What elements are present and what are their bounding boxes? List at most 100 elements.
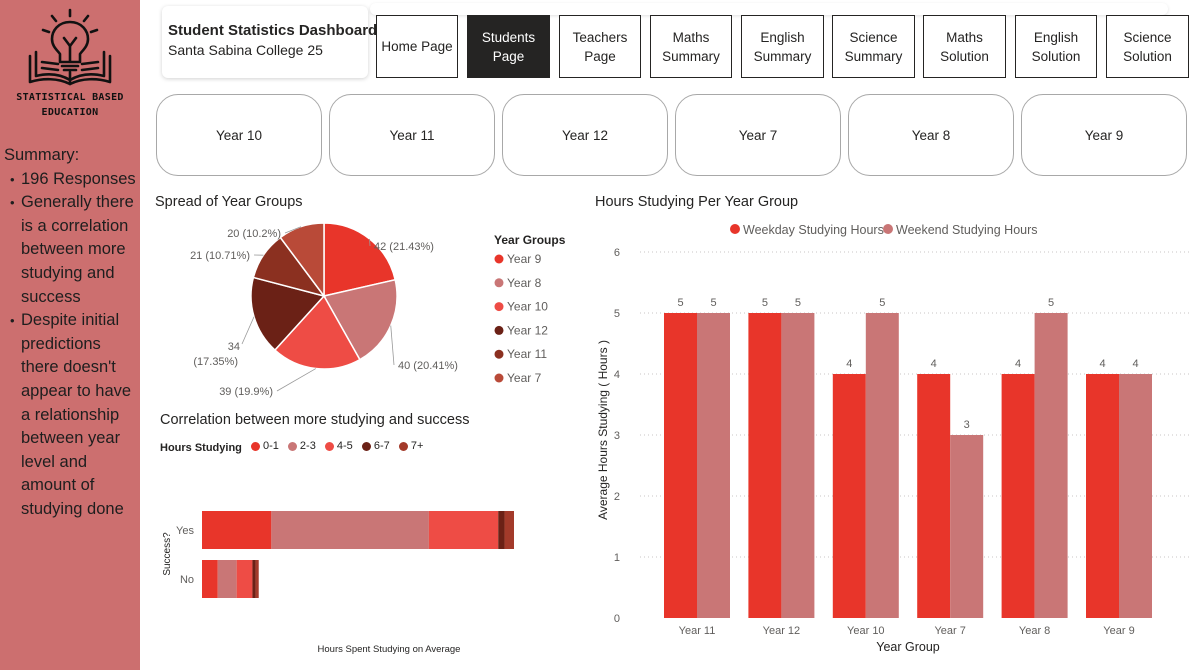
legend-label: 7+ bbox=[410, 440, 424, 452]
nav-maths-summary-button[interactable]: Maths Summary bbox=[650, 15, 732, 78]
legend-label: 0-1 bbox=[262, 440, 279, 452]
column-y-tick: 2 bbox=[614, 491, 620, 503]
stack-segment-yes-6-7[interactable] bbox=[498, 511, 505, 549]
legend-label: 4-5 bbox=[336, 440, 353, 452]
column-x-axis-title: Year Group bbox=[876, 640, 940, 654]
nav-students-page-button[interactable]: Students Page bbox=[467, 15, 550, 78]
pie-chart-title: Spread of Year Groups bbox=[155, 194, 303, 210]
legend-dot bbox=[361, 441, 371, 451]
stack-segment-no-2-3[interactable] bbox=[217, 560, 237, 598]
legend-item-6-7: 6-7 bbox=[361, 440, 390, 452]
column-data-label: 4 bbox=[1132, 358, 1138, 370]
sidebar: STATISTICAL BASED EDUCATION Summary: 196… bbox=[0, 0, 140, 670]
pie-legend-title: Year Groups bbox=[494, 233, 566, 247]
stack-segment-yes-7plus[interactable] bbox=[504, 511, 514, 549]
column-y-tick: 6 bbox=[614, 247, 620, 259]
year-slicer-year-10[interactable]: Year 10 bbox=[156, 94, 322, 176]
column-data-label: 5 bbox=[710, 297, 716, 309]
pie-legend-label: Year 11 bbox=[507, 347, 547, 361]
summary-list: 196 Responses Generally there is a corre… bbox=[4, 168, 138, 522]
legend-item-4-5: 4-5 bbox=[324, 440, 353, 452]
column-bar-year-10-weekday[interactable] bbox=[832, 374, 866, 618]
pie-legend-label: Year 9 bbox=[507, 252, 542, 266]
year-slicer-year-12[interactable]: Year 12 bbox=[502, 94, 668, 176]
stack-segment-no-7plus[interactable] bbox=[255, 560, 259, 598]
pie-data-label: 20 (10.2%) bbox=[227, 228, 281, 240]
pie-slice-year-9[interactable] bbox=[323, 222, 397, 297]
pie-legend-dot bbox=[494, 254, 504, 264]
nav-teachers-page-button[interactable]: Teachers Page bbox=[559, 15, 641, 78]
pie-data-label: (17.35%) bbox=[193, 356, 238, 368]
nav-english-summary-button[interactable]: English Summary bbox=[741, 15, 824, 78]
column-x-tick: Year 12 bbox=[763, 625, 801, 637]
column-data-label: 5 bbox=[762, 297, 768, 309]
column-data-label: 4 bbox=[846, 358, 852, 370]
column-bar-year-8-weekend[interactable] bbox=[1034, 313, 1068, 618]
legend-dot bbox=[287, 441, 297, 451]
column-legend-label: Weekend Studying Hours bbox=[896, 223, 1038, 237]
nav-science-summary-button[interactable]: Science Summary bbox=[832, 15, 915, 78]
lightbulb-book-logo-icon bbox=[28, 8, 112, 86]
pie-slice-year-12[interactable] bbox=[250, 276, 326, 352]
year-slicer-year-7[interactable]: Year 7 bbox=[675, 94, 841, 176]
stack-y-axis-title: Success? bbox=[162, 532, 173, 576]
title-card: Student Statistics Dashboard Santa Sabin… bbox=[162, 6, 377, 78]
pie-leader-line bbox=[390, 325, 395, 366]
column-y-tick: 0 bbox=[614, 613, 620, 625]
column-y-tick: 3 bbox=[614, 430, 620, 442]
legend-dot bbox=[398, 441, 408, 451]
column-bar-year-11-weekend[interactable] bbox=[697, 313, 730, 618]
nav-maths-solution-button[interactable]: Maths Solution bbox=[923, 15, 1006, 78]
year-slicer-year-8[interactable]: Year 8 bbox=[848, 94, 1014, 176]
column-bar-year-7-weekend[interactable] bbox=[950, 435, 984, 618]
pie-chart: 42 (21.43%) 40 (20.41%) 39 (19.9%) 34 (17.35… bbox=[190, 222, 566, 398]
column-bar-year-12-weekend[interactable] bbox=[781, 313, 815, 618]
stack-segment-yes-2-3[interactable] bbox=[271, 511, 429, 549]
stack-segment-no-6-7[interactable] bbox=[252, 560, 256, 598]
pie-legend-dot bbox=[494, 349, 504, 359]
stack-segment-yes-0-1[interactable] bbox=[202, 511, 272, 549]
column-bar-year-7-weekday[interactable] bbox=[917, 374, 951, 618]
column-data-label: 5 bbox=[879, 297, 885, 309]
column-bar-year-12-weekday[interactable] bbox=[748, 313, 782, 618]
pie-slice-year-8[interactable] bbox=[322, 278, 398, 361]
column-bar-year-9-weekday[interactable] bbox=[1086, 374, 1119, 618]
pie-leader-line bbox=[276, 368, 317, 392]
column-x-tick: Year 8 bbox=[1019, 625, 1050, 637]
nav-english-solution-button[interactable]: English Solution bbox=[1015, 15, 1097, 78]
pie-legend-label: Year 7 bbox=[507, 371, 542, 385]
year-slicer-year-11[interactable]: Year 11 bbox=[329, 94, 495, 176]
pie-legend-label: Year 8 bbox=[507, 276, 542, 290]
column-y-tick: 5 bbox=[614, 308, 620, 320]
nav-home-page-button[interactable]: Home Page bbox=[376, 15, 458, 78]
column-bar-year-10-weekend[interactable] bbox=[865, 313, 899, 618]
stack-segment-no-0-1[interactable] bbox=[202, 560, 218, 598]
stack-category-label: No bbox=[180, 574, 194, 586]
nav-science-solution-button[interactable]: Science Solution bbox=[1106, 15, 1189, 78]
summary-item: Generally there is a correlation between… bbox=[4, 191, 138, 309]
summary-item: 196 Responses bbox=[4, 168, 138, 192]
column-bar-year-9-weekend[interactable] bbox=[1119, 374, 1152, 618]
stacked-legend-title: Hours Studying bbox=[160, 441, 242, 454]
year-slicer-year-9[interactable]: Year 9 bbox=[1021, 94, 1187, 176]
legend-item-0-1: 0-1 bbox=[250, 440, 279, 452]
column-bar-year-8-weekday[interactable] bbox=[1001, 374, 1035, 618]
legend-item-7-plus: 7+ bbox=[398, 440, 424, 452]
pie-slice-year-10[interactable] bbox=[273, 294, 361, 370]
legend-label: 2-3 bbox=[299, 440, 316, 452]
legend-item-2-3: 2-3 bbox=[287, 440, 316, 452]
stack-segment-no-4-5[interactable] bbox=[236, 560, 253, 598]
pie-legend-dot bbox=[494, 278, 504, 288]
column-data-label: 4 bbox=[1015, 358, 1021, 370]
logo-text-line1: STATISTICAL BASED bbox=[16, 92, 124, 103]
column-bar-year-11-weekday[interactable] bbox=[664, 313, 697, 618]
summary-item: Despite initial predictions there doesn'… bbox=[4, 309, 138, 521]
column-x-tick: Year 9 bbox=[1103, 625, 1134, 637]
stack-category-label: Yes bbox=[176, 525, 194, 537]
column-legend-label: Weekday Studying Hours bbox=[743, 223, 884, 237]
column-data-label: 4 bbox=[931, 358, 937, 370]
column-chart-title: Hours Studying Per Year Group bbox=[595, 194, 799, 210]
stack-segment-yes-4-5[interactable] bbox=[428, 511, 499, 549]
logo-text-line2: EDUCATION bbox=[41, 107, 99, 118]
